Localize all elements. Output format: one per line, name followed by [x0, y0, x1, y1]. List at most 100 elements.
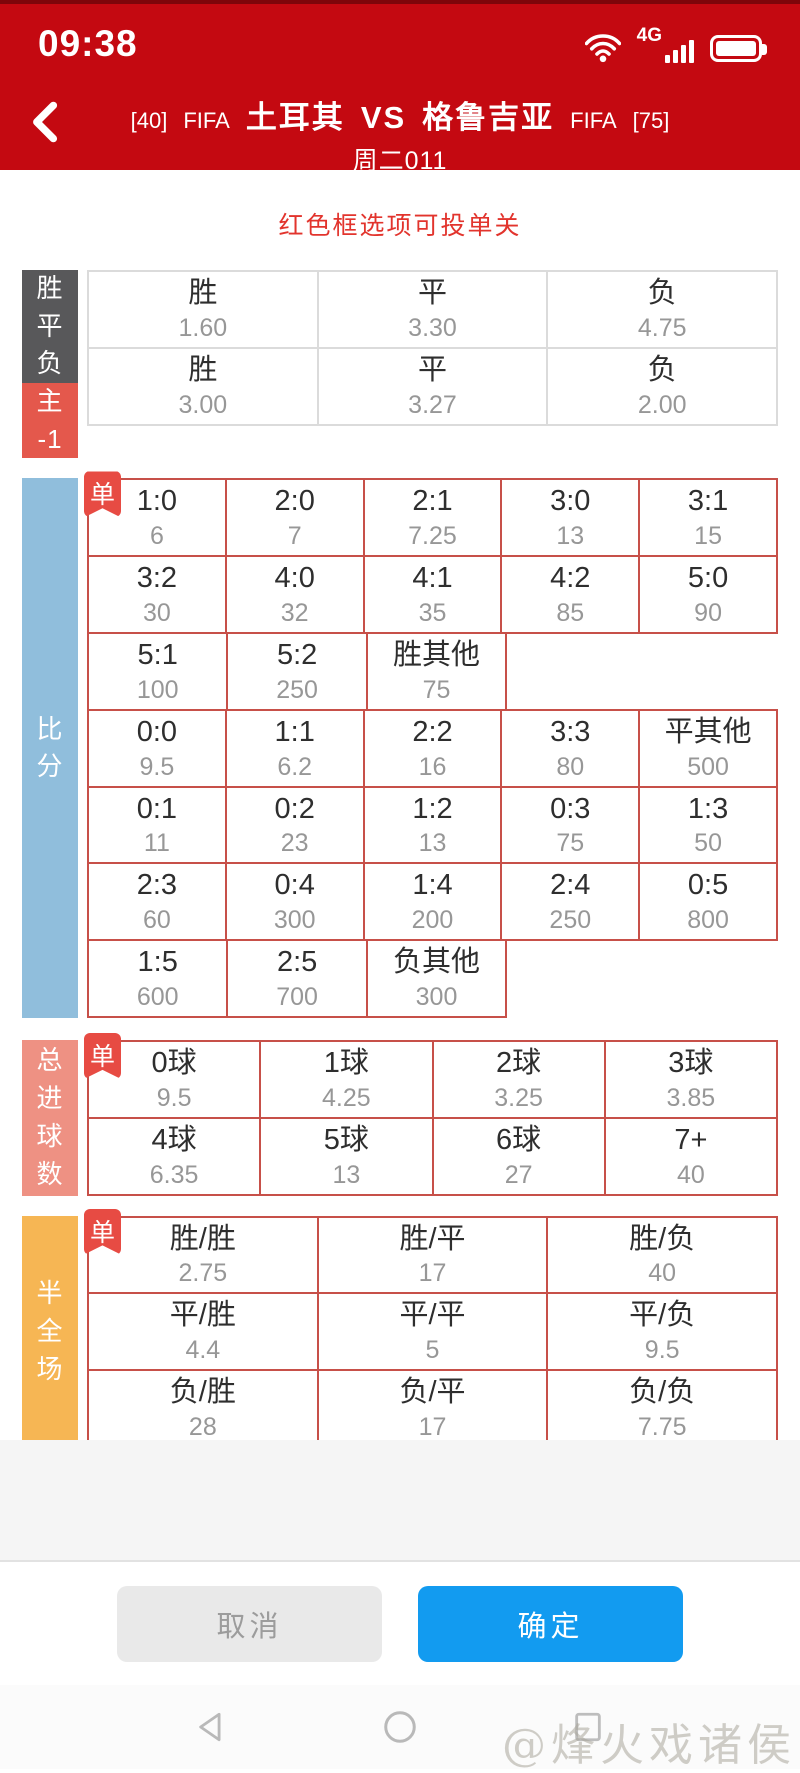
odds-cell-5球[interactable]: 5球 13: [259, 1116, 434, 1196]
odds-cell-负/平[interactable]: 负/平 17: [316, 1369, 549, 1440]
odds-cell-胜/胜[interactable]: 胜/胜 2.75: [87, 1215, 319, 1295]
odds-option-label: 胜/负: [629, 1222, 696, 1255]
footer: 取消 确定: [0, 1562, 800, 1685]
odds-row: 胜 3.00 平 3.27 负 2.00: [87, 346, 779, 426]
section-win-draw-loss: 胜平负主 -1 胜 1.60 平 3.30 负 4.75 胜 3.00 平 3.27 负 2.00: [22, 270, 779, 459]
odds-cell-7+[interactable]: 7+ 40: [603, 1116, 778, 1196]
odds-cell-1:5[interactable]: 1:5 600: [87, 939, 229, 1019]
odds-cell-胜/负[interactable]: 胜/负 40: [546, 1215, 779, 1295]
odds-option-label: 3:2: [136, 562, 178, 595]
odds-cell-3:0[interactable]: 3:0 13: [500, 478, 641, 558]
odds-cell-0:5[interactable]: 0:5 800: [638, 862, 778, 942]
odds-option-label: 7+: [674, 1123, 708, 1156]
odds-option-label: 平: [418, 353, 448, 386]
empty-cell: [505, 632, 642, 711]
odds-value: 50: [694, 829, 722, 858]
odds-cell-0:2[interactable]: 0:2 23: [224, 785, 365, 865]
odds-cell-平/平[interactable]: 平/平 5: [316, 1292, 549, 1372]
nav-back-button[interactable]: [193, 1708, 231, 1746]
odds-cell-平/负[interactable]: 平/负 9.5: [546, 1292, 779, 1372]
odds-cell-平/胜[interactable]: 平/胜 4.4: [87, 1292, 319, 1372]
cancel-button[interactable]: 取消: [117, 1586, 382, 1662]
odds-value: 800: [687, 906, 729, 935]
match-title: [40] FIFA 土耳其 VS 格鲁吉亚 FIFA [75]: [0, 92, 800, 137]
spacer-block: [0, 1440, 800, 1562]
odds-cell-负[interactable]: 负 2.00: [546, 346, 779, 426]
odds-option-label: 5:2: [276, 639, 318, 672]
odds-cell-负其他[interactable]: 负其他 300: [365, 939, 508, 1019]
android-nav-bar: @烽火戏诸侯: [0, 1685, 800, 1771]
odds-cell-4:1[interactable]: 4:1 35: [362, 555, 503, 635]
odds-option-label: 平其他: [664, 715, 752, 748]
odds-cell-2:2[interactable]: 2:2 16: [362, 708, 503, 788]
odds-cell-2:3[interactable]: 2:3 60: [87, 862, 227, 942]
odds-cell-4球[interactable]: 4球 6.35: [87, 1116, 262, 1196]
odds-cell-6球[interactable]: 6球 27: [431, 1116, 606, 1196]
odds-cell-0:0[interactable]: 0:0 9.5: [87, 708, 227, 788]
odds-cell-2:5[interactable]: 2:5 700: [226, 939, 368, 1019]
odds-option-label: 0:4: [274, 869, 315, 902]
section-label: 胜平负: [22, 270, 78, 384]
odds-cell-0:4[interactable]: 0:4 300: [224, 862, 365, 942]
odds-cell-胜[interactable]: 胜 3.00: [87, 346, 319, 426]
section-total-goals: 总进球数单 0球 9.5 1球 4.25 2球 3.25 3球 3.85 4球 6.35 5球 13 6球…: [22, 1033, 778, 1196]
odds-cell-1:3[interactable]: 1:3 50: [638, 785, 778, 865]
odds-option-label: 0:2: [274, 792, 315, 825]
odds-cell-5:1[interactable]: 5:1 100: [87, 632, 229, 711]
odds-cell-2球[interactable]: 2球 3.25: [431, 1040, 606, 1119]
odds-cell-平[interactable]: 平 3.27: [316, 346, 549, 426]
odds-value: 9.5: [644, 1336, 680, 1365]
nav-home-button[interactable]: [381, 1708, 419, 1746]
odds-cell-负[interactable]: 负 4.75: [546, 270, 779, 349]
odds-option-label: 平: [418, 277, 448, 309]
odds-cell-3:3[interactable]: 3:3 80: [500, 708, 641, 788]
odds-cell-0:3[interactable]: 0:3 75: [500, 785, 641, 865]
signal-bars-icon: [665, 40, 694, 63]
odds-cell-2:4[interactable]: 2:4 250: [500, 862, 641, 942]
odds-cell-5:2[interactable]: 5:2 250: [226, 632, 368, 711]
odds-cell-胜/平[interactable]: 胜/平 17: [316, 1215, 549, 1295]
nav-recents-button[interactable]: [569, 1708, 607, 1746]
odds-cell-4:0[interactable]: 4:0 32: [224, 555, 365, 635]
odds-cell-1:2[interactable]: 1:2 13: [362, 785, 503, 865]
odds-cell-平其他[interactable]: 平其他 500: [638, 708, 778, 788]
battery-icon: [710, 35, 767, 62]
odds-cell-3:2[interactable]: 3:2 30: [87, 555, 227, 635]
odds-cell-胜其他[interactable]: 胜其他 75: [365, 632, 508, 711]
section-label-col: 总进球数: [22, 1040, 78, 1196]
odds-option-label: 负/平: [399, 1376, 466, 1409]
odds-option-label: 4:1: [412, 562, 453, 595]
odds-value: 17: [418, 1259, 447, 1288]
odds-cell-4:2[interactable]: 4:2 85: [500, 555, 641, 635]
odds-row: 1:0 6 2:0 7 2:1 7.25 3:0 13 3:1 15: [87, 478, 778, 558]
odds-option-label: 4:2: [550, 562, 591, 595]
confirm-button[interactable]: 确定: [418, 1586, 683, 1662]
odds-cell-2:0[interactable]: 2:0 7: [224, 478, 365, 558]
odds-option-label: 平/胜: [169, 1299, 236, 1332]
odds-value: 250: [549, 906, 592, 935]
odds-cell-1:4[interactable]: 1:4 200: [362, 862, 503, 942]
odds-cell-0:1[interactable]: 0:1 11: [87, 785, 227, 865]
odds-value: 40: [676, 1160, 705, 1189]
section-label: 主 -1: [22, 383, 78, 459]
odds-row: 0:0 9.5 1:1 6.2 2:2 16 3:3 80 平其他 500: [87, 708, 778, 788]
odds-value: 11: [143, 829, 170, 858]
odds-table-win-draw-loss: 胜 1.60 平 3.30 负 4.75 胜 3.00 平 3.27 负 2.00: [87, 270, 779, 458]
odds-option-label: 1:3: [687, 792, 729, 825]
odds-value: 600: [136, 983, 179, 1012]
nav-home-circle-icon: [384, 1711, 416, 1743]
odds-cell-负/负[interactable]: 负/负 7.75: [546, 1369, 779, 1440]
odds-cell-胜[interactable]: 胜 1.60: [87, 270, 319, 349]
odds-cell-平[interactable]: 平 3.30: [316, 270, 549, 349]
odds-value: 13: [418, 829, 447, 858]
odds-cell-3:1[interactable]: 3:1 15: [638, 478, 778, 558]
back-button[interactable]: [24, 98, 68, 146]
odds-cell-5:0[interactable]: 5:0 90: [638, 555, 778, 635]
odds-cell-2:1[interactable]: 2:1 7.25: [362, 478, 503, 558]
odds-cell-负/胜[interactable]: 负/胜 28: [87, 1369, 319, 1440]
odds-cell-3球[interactable]: 3球 3.85: [603, 1040, 778, 1119]
odds-value: 7.75: [637, 1413, 687, 1440]
odds-cell-1:1[interactable]: 1:1 6.2: [224, 708, 365, 788]
odds-cell-1球[interactable]: 1球 4.25: [259, 1040, 434, 1119]
odds-value: 300: [273, 906, 316, 935]
